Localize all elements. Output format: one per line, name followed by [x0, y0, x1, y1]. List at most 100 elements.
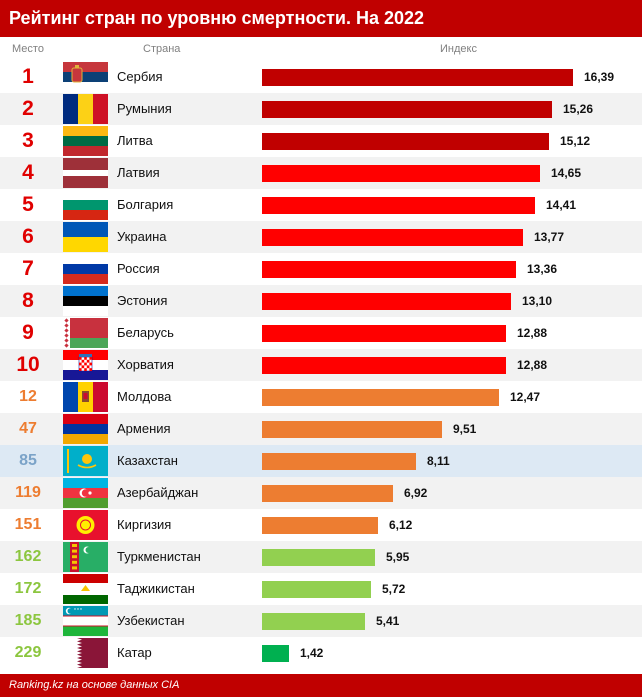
country-label: Армения: [117, 421, 171, 436]
azerbaijan-flag-icon: [63, 478, 108, 508]
country-label: Катар: [117, 645, 152, 660]
estonia-flag-icon: [63, 286, 108, 316]
rank-label: 3: [22, 129, 34, 152]
tajikistan-flag-icon: [63, 574, 108, 604]
value-label: 14,65: [551, 166, 582, 180]
data-bar: [262, 69, 573, 86]
value-label: 13,77: [534, 230, 565, 244]
country-label: Сербия: [117, 69, 163, 84]
table-row: 4 Латвия 14,65: [0, 157, 642, 189]
table-row: 5 Болгария 14,41: [0, 189, 642, 221]
value-label: 5,95: [386, 550, 410, 564]
rank-label: 12: [19, 388, 37, 405]
rank-label: 85: [19, 452, 37, 469]
table-row: 229 Катар 1,42: [0, 637, 642, 669]
table-row: 9 Беларусь 12,88: [0, 317, 642, 349]
source-note: Ranking.kz на основе данных CIA: [9, 679, 180, 691]
data-bar: [262, 325, 506, 342]
country-label: Румыния: [117, 101, 172, 116]
rank-label: 2: [22, 97, 34, 120]
data-bar: [262, 101, 552, 118]
table-row: 3 Литва 15,12: [0, 125, 642, 157]
column-header-country: Страна: [143, 43, 181, 55]
rank-label: 6: [22, 225, 34, 248]
data-bar: [262, 293, 511, 310]
table-row: 2 Румыния 15,26: [0, 93, 642, 125]
data-bar: [262, 645, 289, 662]
data-bar: [262, 229, 523, 246]
table-row: 85 Казахстан 8,11: [0, 445, 642, 477]
table-row: 8 Эстония 13,10: [0, 285, 642, 317]
value-label: 12,88: [517, 358, 548, 372]
data-bar: [262, 133, 549, 150]
data-bar: [262, 197, 535, 214]
lithuania-flag-icon: [63, 126, 108, 156]
value-label: 6,92: [404, 486, 428, 500]
rank-label: 119: [15, 484, 41, 501]
bulgaria-flag-icon: [63, 190, 108, 220]
qatar-flag-icon: [63, 638, 108, 668]
country-label: Киргизия: [117, 517, 172, 532]
value-label: 13,10: [522, 294, 553, 308]
kyrgyzstan-flag-icon: [63, 510, 108, 540]
moldova-flag-icon: [63, 382, 108, 412]
croatia-flag-icon: [63, 350, 108, 380]
value-label: 13,36: [527, 262, 558, 276]
column-header-index: Индекс: [440, 43, 477, 55]
country-label: Таджикистан: [117, 581, 195, 596]
rank-label: 229: [14, 644, 42, 661]
country-label: Эстония: [117, 293, 168, 308]
data-bar: [262, 549, 375, 566]
country-label: Россия: [117, 261, 160, 276]
serbia-flag-icon: [63, 62, 108, 92]
rank-label: 162: [14, 548, 42, 565]
kazakhstan-flag-icon: [63, 446, 108, 476]
data-bar: [262, 421, 442, 438]
romania-flag-icon: [63, 94, 108, 124]
table-row: 7 Россия 13,36: [0, 253, 642, 285]
country-label: Беларусь: [117, 325, 174, 340]
data-bar: [262, 389, 499, 406]
table-row: 162 Туркменистан 5,95: [0, 541, 642, 573]
rank-label: 10: [16, 353, 40, 376]
rank-label: 9: [22, 321, 34, 344]
value-label: 16,39: [584, 70, 615, 84]
ukraine-flag-icon: [63, 222, 108, 252]
country-label: Молдова: [117, 389, 172, 404]
table-row: 185 Узбекистан 5,41: [0, 605, 642, 637]
country-label: Хорватия: [117, 357, 174, 372]
value-label: 8,11: [427, 454, 450, 468]
value-label: 14,41: [546, 198, 577, 212]
data-bar: [262, 261, 516, 278]
table-row: 151 Киргизия 6,12: [0, 509, 642, 541]
country-label: Туркменистан: [117, 549, 201, 564]
data-bar: [262, 165, 540, 182]
rank-label: 47: [19, 420, 37, 437]
footer-bar: Ranking.kz на основе данных CIA: [0, 674, 642, 697]
value-label: 5,72: [382, 582, 406, 596]
country-label: Болгария: [117, 197, 174, 212]
table-row: 6 Украина 13,77: [0, 221, 642, 253]
russia-flag-icon: [63, 254, 108, 284]
rank-label: 151: [14, 516, 42, 533]
title-bar: Рейтинг стран по уровню смертности. На 2…: [0, 0, 642, 37]
value-label: 5,41: [376, 614, 400, 628]
table-row: 47 Армения 9,51: [0, 413, 642, 445]
value-label: 12,88: [517, 326, 548, 340]
latvia-flag-icon: [63, 158, 108, 188]
value-label: 15,26: [563, 102, 594, 116]
data-bar: [262, 581, 371, 598]
table-row: 172 Таджикистан 5,72: [0, 573, 642, 605]
chart-title: Рейтинг стран по уровню смертности. На 2…: [9, 8, 425, 28]
rank-label: 5: [22, 193, 34, 216]
rank-label: 7: [22, 257, 34, 280]
data-bar: [262, 485, 393, 502]
data-bar: [262, 517, 378, 534]
table-row: 1 Сербия 16,39: [0, 61, 642, 93]
belarus-flag-icon: [63, 318, 108, 348]
rank-label: 172: [14, 580, 42, 597]
country-label: Азербайджан: [117, 485, 199, 500]
data-bar: [262, 357, 506, 374]
country-label: Литва: [117, 133, 153, 148]
value-label: 9,51: [453, 422, 477, 436]
